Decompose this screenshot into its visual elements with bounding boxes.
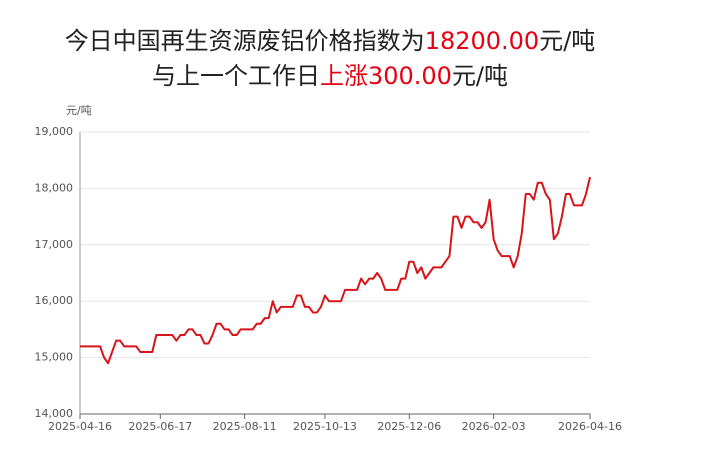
title-part: 上涨300.00 xyxy=(320,62,452,90)
x-tick-label: 2025-10-13 xyxy=(293,420,357,433)
x-tick-label: 2026-04-16 xyxy=(558,420,622,433)
x-tick-label: 2025-06-17 xyxy=(128,420,192,433)
x-tick-label: 2025-12-06 xyxy=(377,420,441,433)
title-line: 今日中国再生资源废铝价格指数为18200.00元/吨 xyxy=(65,27,596,55)
x-tick-label: 2025-08-11 xyxy=(213,420,277,433)
title-part: 今日中国再生资源废铝价格指数为 xyxy=(65,27,425,55)
title-part: 元/吨 xyxy=(539,27,595,55)
y-axis-label: 元/吨 xyxy=(66,104,92,117)
y-tick-label: 16,000 xyxy=(35,294,74,307)
x-tick-label: 2025-04-16 xyxy=(48,420,112,433)
x-tick-label: 2026-02-03 xyxy=(462,420,526,433)
y-tick-label: 19,000 xyxy=(35,125,74,138)
y-tick-label: 17,000 xyxy=(35,238,74,251)
y-tick-label: 15,000 xyxy=(35,351,74,364)
title-line: 与上一个工作日上涨300.00元/吨 xyxy=(152,62,508,90)
price-line xyxy=(80,176,591,365)
title-part: 18200.00 xyxy=(425,27,540,55)
title-part: 与上一个工作日 xyxy=(152,62,320,90)
y-tick-label: 14,000 xyxy=(35,407,74,420)
y-tick-label: 18,000 xyxy=(35,181,74,194)
title-part: 元/吨 xyxy=(452,62,508,90)
